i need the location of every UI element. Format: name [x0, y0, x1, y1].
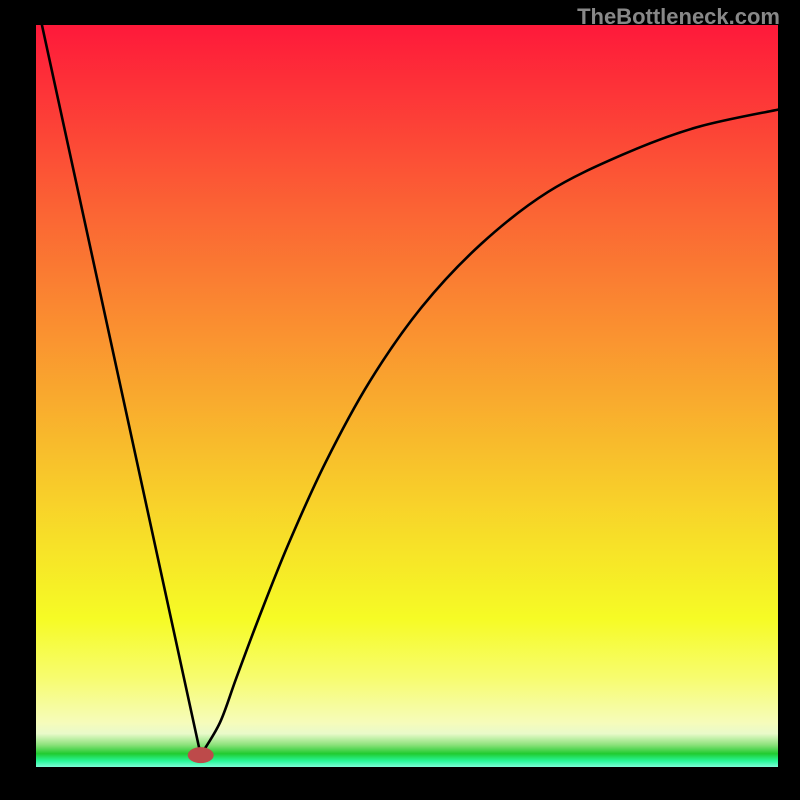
- optimum-marker: [188, 747, 214, 763]
- watermark-text: TheBottleneck.com: [577, 4, 780, 30]
- bottleneck-chart: [0, 0, 800, 800]
- chart-container: TheBottleneck.com: [0, 0, 800, 800]
